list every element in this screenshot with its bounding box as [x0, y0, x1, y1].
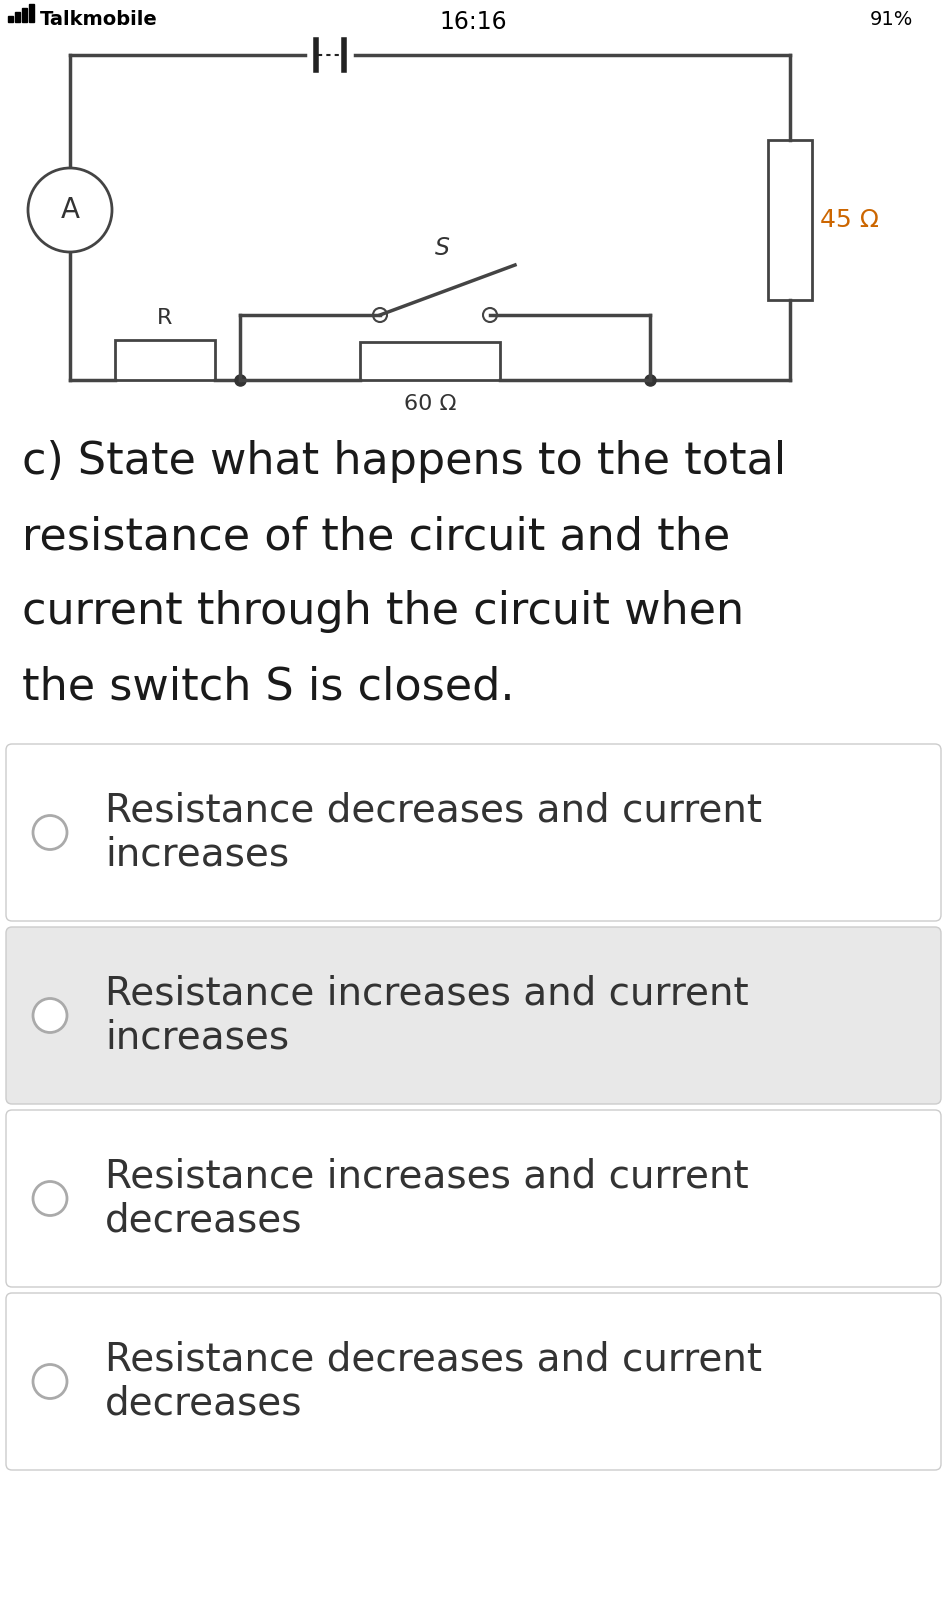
Circle shape [33, 1364, 67, 1399]
Text: Resistance increases and current: Resistance increases and current [105, 1158, 749, 1196]
Text: Resistance decreases and current: Resistance decreases and current [105, 1340, 762, 1378]
Text: resistance of the circuit and the: resistance of the circuit and the [22, 515, 730, 558]
Text: Resistance increases and current: Resistance increases and current [105, 974, 749, 1012]
Text: 16:16: 16:16 [439, 10, 507, 34]
Text: current through the circuit when: current through the circuit when [22, 590, 744, 633]
Bar [8, 16, 13, 22]
Circle shape [28, 168, 112, 253]
Text: decreases: decreases [105, 1385, 302, 1423]
Text: decreases: decreases [105, 1201, 302, 1239]
Text: the switch S is closed.: the switch S is closed. [22, 665, 514, 708]
Bar [15, 13, 20, 22]
Text: 91%: 91% [870, 10, 913, 29]
FancyBboxPatch shape [6, 1294, 941, 1469]
Circle shape [483, 309, 497, 321]
Text: R: R [157, 309, 172, 328]
Circle shape [33, 815, 67, 849]
Text: c) State what happens to the total: c) State what happens to the total [22, 440, 786, 483]
FancyBboxPatch shape [6, 744, 941, 921]
Text: Resistance decreases and current: Resistance decreases and current [105, 792, 762, 830]
Text: increases: increases [105, 836, 289, 873]
Text: 45 Ω: 45 Ω [820, 208, 879, 232]
Bar [115, 341, 215, 381]
FancyBboxPatch shape [6, 1110, 941, 1287]
FancyBboxPatch shape [6, 927, 941, 1103]
Bar [768, 141, 812, 301]
Text: increases: increases [105, 1019, 289, 1057]
Text: Talkmobile: Talkmobile [40, 10, 158, 29]
Text: 60 Ω: 60 Ω [403, 393, 456, 414]
Text: S: S [435, 237, 450, 261]
Circle shape [33, 998, 67, 1033]
Circle shape [373, 309, 387, 321]
Bar [22, 8, 27, 22]
Text: A: A [61, 197, 80, 224]
Circle shape [33, 1182, 67, 1215]
Bar [360, 342, 500, 381]
Bar [29, 5, 34, 22]
